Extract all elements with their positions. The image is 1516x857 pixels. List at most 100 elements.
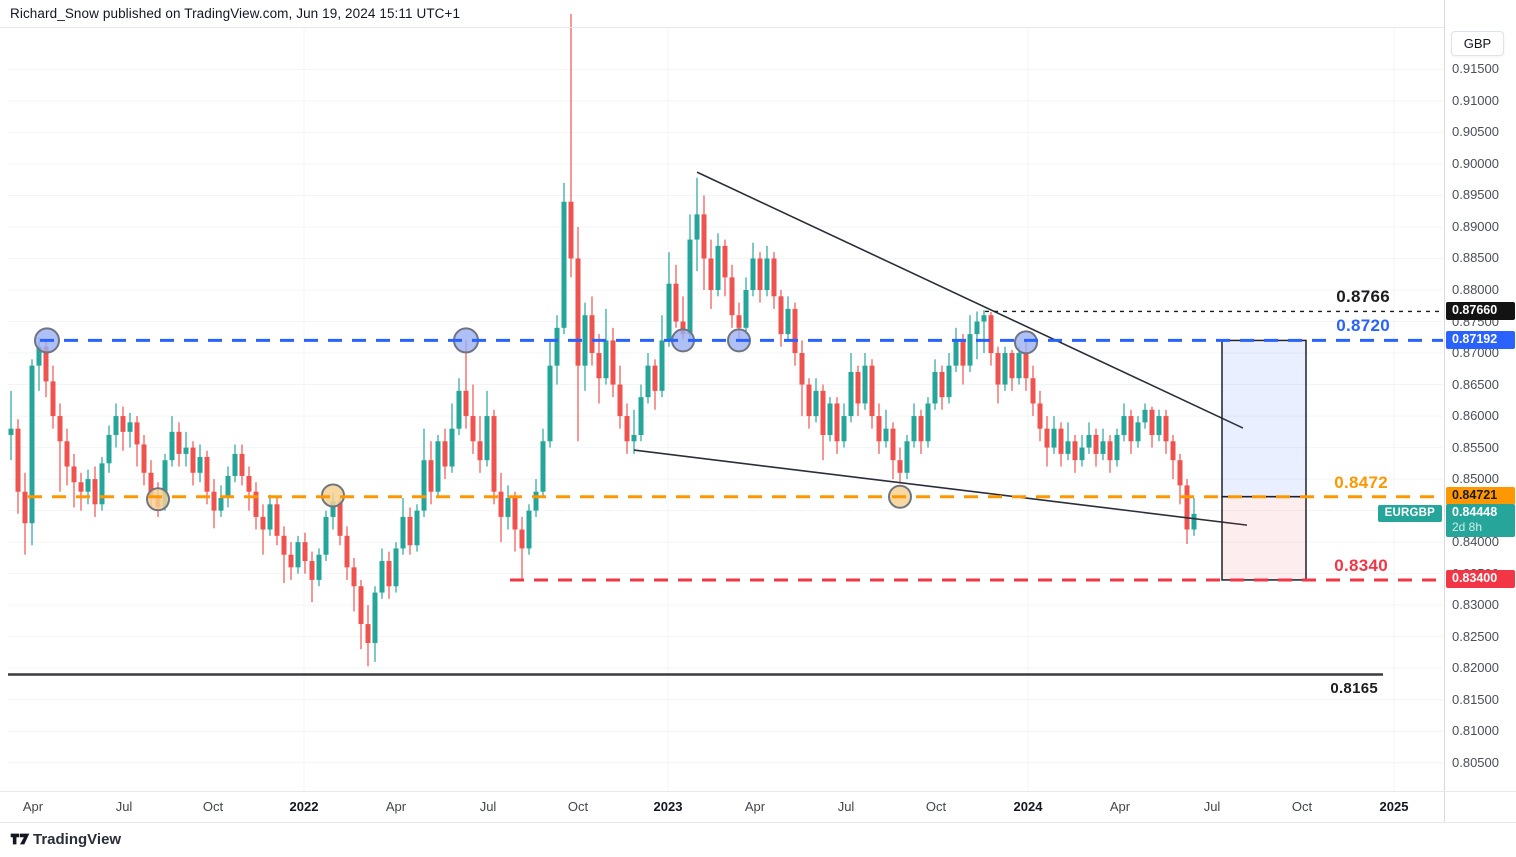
candle-body [421,460,427,511]
candle-body [50,381,56,417]
price-tick: 0.86000 [1452,408,1499,424]
candle-body [1023,353,1029,379]
candle-body [687,239,693,335]
candle-body [1128,416,1134,442]
candle-body [330,501,336,517]
candle-body [960,340,966,366]
candle-body [344,535,350,568]
candle-body [974,321,980,335]
candle-body [43,346,49,382]
candle-body [295,542,301,568]
projection-box [1221,339,1307,498]
price-axis[interactable]: GBP 0.91500 0.91000 0.90500 0.90000 0.89500 0… [1444,0,1516,822]
candle-body [386,561,392,587]
candle-body [708,258,714,291]
candle-body [512,498,518,530]
candle-body [1156,416,1162,435]
price-tick: 0.90500 [1452,124,1499,140]
trendline [633,449,1248,526]
candle-body [393,548,399,587]
candle-body [211,491,217,511]
candle-body [1037,403,1043,429]
candle-body [820,390,826,435]
candle-body [99,463,105,505]
candle-body [1065,441,1071,454]
candle-body [253,491,259,517]
candle-body [533,491,539,511]
candle-body [652,365,658,391]
candle-body [71,466,77,483]
candle-body [141,444,147,473]
price-tick: 0.85000 [1452,471,1499,487]
candle-body [197,457,203,473]
tradingview-logo-icon [10,833,30,845]
candle-body [470,416,476,442]
time-tick-Oct: Oct [567,799,589,814]
time-tick-2024: 2024 [1013,799,1043,814]
candle-body [358,586,364,625]
candle-body [281,535,287,555]
candle-body [134,422,140,445]
time-tick-Oct: Oct [1291,799,1313,814]
candle-body [456,390,462,429]
time-axis[interactable]: Apr Jul Oct 2022 Apr Jul Oct 2023 Apr Jul Oct 2024 A… [0,792,1444,822]
price-badge-0.84448: 0.84448 2d 8h [1446,504,1515,538]
candle-body [1093,434,1099,454]
candle-body [995,353,1001,385]
time-tick-Oct: Oct [202,799,224,814]
price-tick: 0.88500 [1452,250,1499,266]
candle-body [540,441,546,492]
candle-body [1135,422,1141,442]
candle-body [351,567,357,587]
candle-body [526,510,532,549]
candle-body [1114,434,1120,461]
candle-body [1191,513,1197,530]
candle-body [932,371,938,404]
candle-body [988,315,994,354]
candle-body [603,340,609,379]
candle-body [435,441,441,492]
candle-body [85,479,91,492]
candle-body [554,327,560,366]
price-tick: 0.90000 [1452,155,1499,171]
candle-body [1163,416,1169,442]
candle-body [785,308,791,335]
candle-body [120,416,126,432]
candle-body [876,416,882,442]
candle-body [484,416,490,461]
candle-body [862,365,868,404]
candle-body [890,428,896,461]
candle-body [855,371,861,404]
candle-body [365,624,371,643]
time-tick-Apr: Apr [22,799,44,814]
currency-toggle-button[interactable]: GBP [1451,31,1504,56]
candle-body [792,308,798,354]
candle-body [162,460,168,508]
candle-body [302,542,308,562]
candle-body [379,561,385,593]
time-axis-divider [0,791,1516,792]
price-tick: 0.80500 [1452,754,1499,770]
candle-body [848,371,854,417]
price-tick: 0.89500 [1452,187,1499,203]
candle-body [925,403,931,442]
candle-body [582,315,588,366]
candle-body [743,290,749,328]
trendline [696,171,1244,429]
candle-body [1142,409,1148,423]
candle-body [918,416,924,442]
candle-body [106,434,112,464]
candle-body [22,491,28,524]
candle-body [694,214,700,240]
candle-body [29,365,35,524]
candle-body [547,365,553,442]
candle-body [1030,378,1036,404]
candle-body [1044,428,1050,448]
candle-body [491,416,497,492]
chart-pane[interactable] [0,0,1444,822]
candle-body [1079,447,1085,461]
candle-body [218,498,224,511]
candle-body [827,403,833,435]
candle-body [463,390,469,417]
price-badge-0.87660: 0.87660 [1446,301,1515,320]
